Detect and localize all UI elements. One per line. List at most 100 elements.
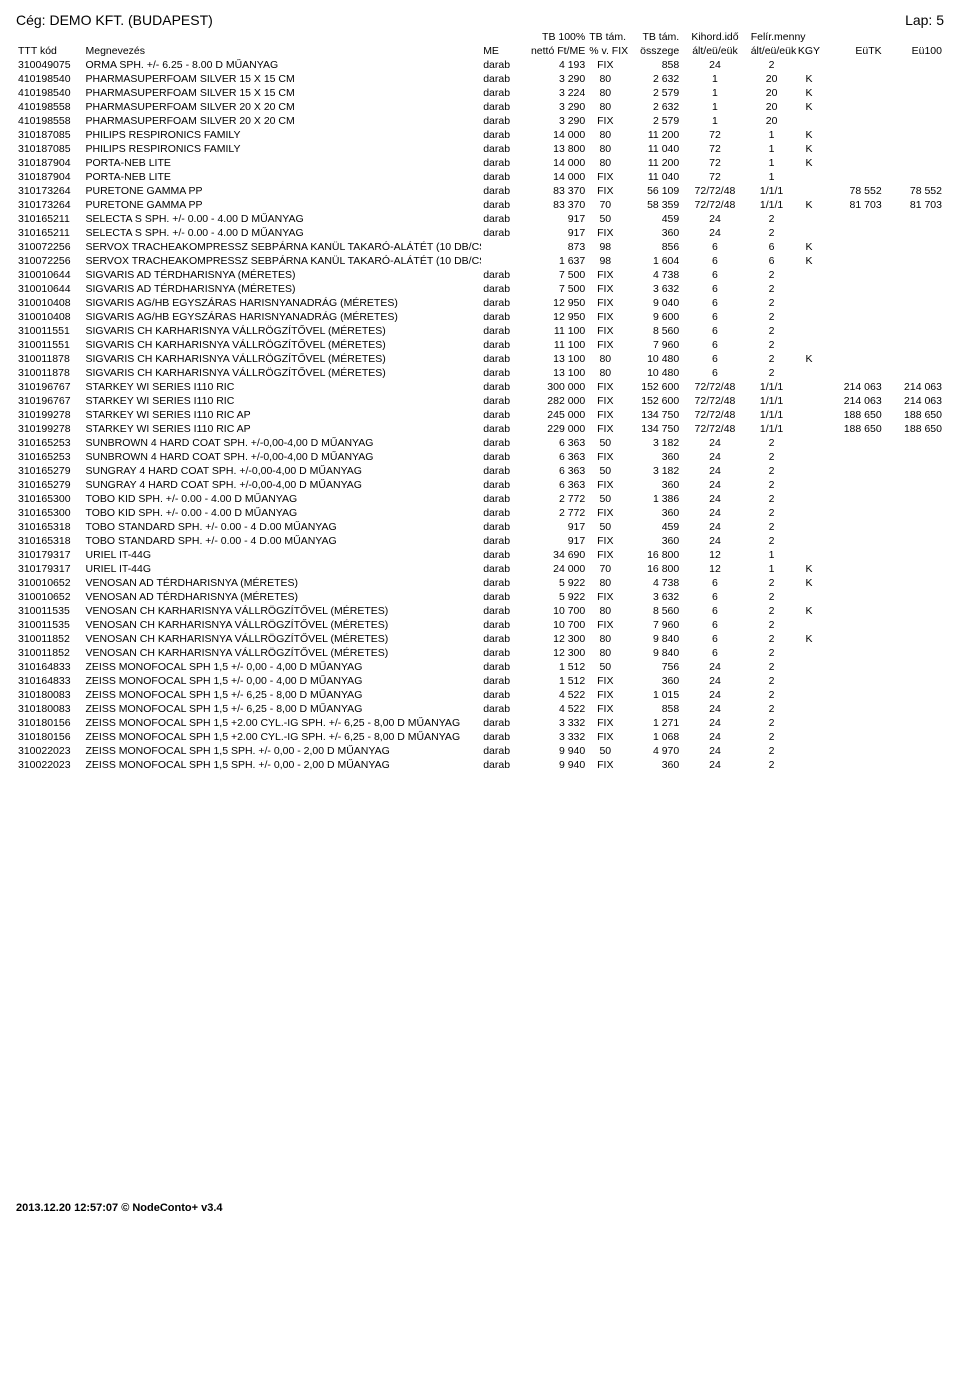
cell: STARKEY WI SERIES I110 RIC AP	[83, 422, 481, 436]
table-row: 310179317URIEL IT-44Gdarab34 690FIX16 80…	[16, 548, 944, 562]
cell	[884, 744, 944, 758]
table-row: 310165211SELECTA S SPH. +/- 0.00 - 4.00 …	[16, 226, 944, 240]
cell: 6	[681, 310, 748, 324]
page-header: Cég: DEMO KFT. (BUDAPEST) Lap: 5	[16, 12, 944, 28]
cell: FIX	[587, 590, 623, 604]
cell: darab	[481, 324, 527, 338]
cell: FIX	[587, 422, 623, 436]
cell: PORTA-NEB LITE	[83, 170, 481, 184]
table-row: 310180083ZEISS MONOFOCAL SPH 1,5 +/- 6,2…	[16, 688, 944, 702]
cell	[823, 730, 883, 744]
cell	[884, 86, 944, 100]
cell: 1/1/1	[749, 408, 795, 422]
cell: FIX	[587, 702, 623, 716]
table-row: 410198558PHARMASUPERFOAM SILVER 20 X 20 …	[16, 114, 944, 128]
cell	[884, 506, 944, 520]
cell: FIX	[587, 114, 623, 128]
cell	[884, 604, 944, 618]
cell: SERVOX TRACHEAKOMPRESSZ SEBPÁRNA KANÜL T…	[83, 240, 481, 254]
cell	[884, 464, 944, 478]
cell: 2	[749, 366, 795, 380]
cell: 2	[749, 310, 795, 324]
cell: K	[795, 156, 824, 170]
cell: VENOSAN CH KARHARISNYA VÁLLRÖGZÍTŐVEL (M…	[83, 604, 481, 618]
table-row: 310196767STARKEY WI SERIES I110 RICdarab…	[16, 380, 944, 394]
cell: 917	[527, 520, 587, 534]
cell	[795, 450, 824, 464]
cell: 310196767	[16, 394, 83, 408]
cell	[884, 534, 944, 548]
cell: 310180083	[16, 702, 83, 716]
cell: darab	[481, 716, 527, 730]
cell: darab	[481, 128, 527, 142]
cell: darab	[481, 268, 527, 282]
cell: 4 193	[527, 58, 587, 72]
cell: 14 000	[527, 128, 587, 142]
cell	[884, 716, 944, 730]
cell	[795, 506, 824, 520]
cell: 310072256	[16, 240, 83, 254]
cell: 1	[749, 170, 795, 184]
cell: 917	[527, 534, 587, 548]
table-body: 310049075ORMA SPH. +/- 6.25 - 8.00 D MŰA…	[16, 58, 944, 772]
cell: 1 271	[623, 716, 681, 730]
cell	[884, 618, 944, 632]
cell: 2	[749, 534, 795, 548]
cell: 2	[749, 212, 795, 226]
table-row: 310049075ORMA SPH. +/- 6.25 - 8.00 D MŰA…	[16, 58, 944, 72]
cell: TOBO KID SPH. +/- 0.00 - 4.00 D MŰANYAG	[83, 506, 481, 520]
cell: 80	[587, 632, 623, 646]
cell: 80	[587, 86, 623, 100]
cell: darab	[481, 142, 527, 156]
cell: 2 579	[623, 114, 681, 128]
cell: TOBO KID SPH. +/- 0.00 - 4.00 D MŰANYAG	[83, 492, 481, 506]
cell: 310072256	[16, 254, 83, 268]
cell: SIGVARIS AG/HB EGYSZÁRAS HARISNYANADRÁG …	[83, 310, 481, 324]
cell: 24	[681, 492, 748, 506]
cell: darab	[481, 506, 527, 520]
cell	[884, 366, 944, 380]
cell: 2	[749, 716, 795, 730]
cell: 12 300	[527, 646, 587, 660]
table-row: 310010408SIGVARIS AG/HB EGYSZÁRAS HARISN…	[16, 296, 944, 310]
cell	[884, 226, 944, 240]
cell: 6 363	[527, 478, 587, 492]
col-header: nettó Ft/ME	[527, 44, 587, 58]
cell: 214 063	[823, 380, 883, 394]
cell: K	[795, 352, 824, 366]
cell: 2	[749, 352, 795, 366]
cell	[795, 492, 824, 506]
cell	[884, 758, 944, 772]
cell	[823, 702, 883, 716]
cell: 20	[749, 114, 795, 128]
cell: 410198540	[16, 72, 83, 86]
cell: SUNGRAY 4 HARD COAT SPH. +/-0,00-4,00 D …	[83, 464, 481, 478]
cell: darab	[481, 520, 527, 534]
cell: 9 840	[623, 632, 681, 646]
cell: 80	[587, 128, 623, 142]
cell: 360	[623, 534, 681, 548]
cell: 1	[681, 100, 748, 114]
cell: darab	[481, 394, 527, 408]
cell: K	[795, 72, 824, 86]
cell: 310165300	[16, 506, 83, 520]
cell: darab	[481, 548, 527, 562]
cell	[795, 702, 824, 716]
table-row: 310010408SIGVARIS AG/HB EGYSZÁRAS HARISN…	[16, 310, 944, 324]
cell: 6	[681, 646, 748, 660]
table-row: 310011878SIGVARIS CH KARHARISNYA VÁLLRÖG…	[16, 366, 944, 380]
cell: 2	[749, 618, 795, 632]
cell	[481, 254, 527, 268]
cell: 72	[681, 128, 748, 142]
col-header: összege	[623, 44, 681, 58]
cell	[884, 436, 944, 450]
cell	[823, 226, 883, 240]
table-row: 310179317URIEL IT-44Gdarab24 0007016 800…	[16, 562, 944, 576]
cell: 310164833	[16, 674, 83, 688]
cell: darab	[481, 310, 527, 324]
cell: 24	[681, 702, 748, 716]
cell	[884, 660, 944, 674]
cell	[884, 58, 944, 72]
cell: 3 182	[623, 436, 681, 450]
cell	[823, 58, 883, 72]
